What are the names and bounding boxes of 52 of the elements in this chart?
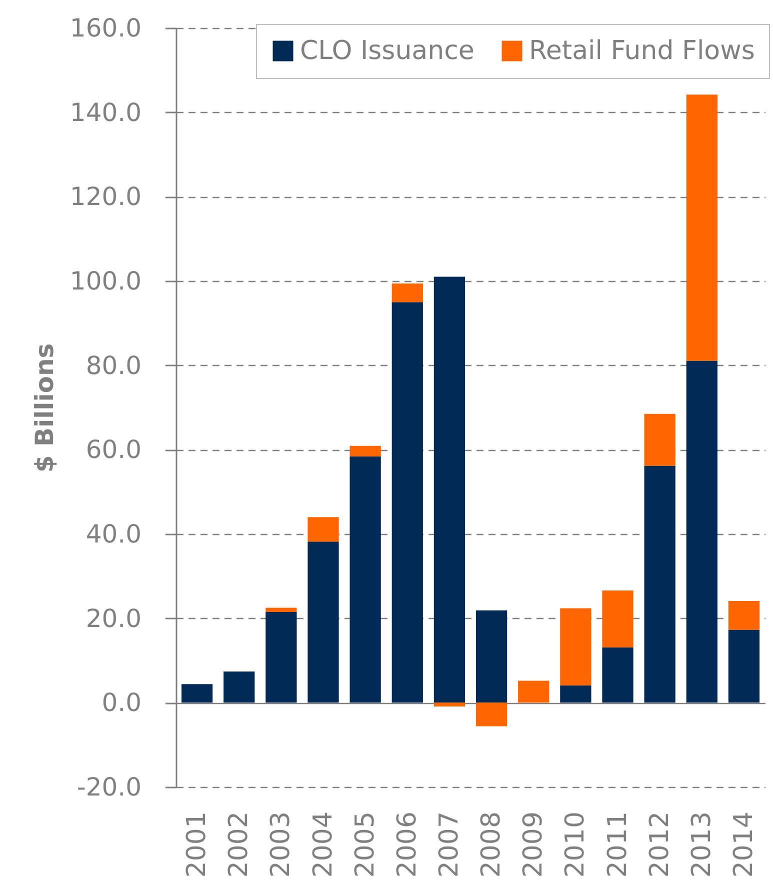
bar: [266, 608, 297, 612]
bar: [224, 671, 255, 703]
x-tick-label: 2007: [434, 812, 464, 878]
bar: [181, 684, 213, 703]
y-tick-label: -20.0: [76, 772, 142, 802]
x-tick-label: 2011: [602, 812, 633, 878]
bar: [392, 284, 423, 302]
x-tick-label: 2012: [644, 812, 675, 878]
x-tick-label: 2005: [350, 812, 380, 878]
bar: [476, 702, 508, 726]
y-tick-label: 100.0: [70, 266, 142, 296]
legend-label: CLO Issuance: [300, 36, 474, 66]
y-tick-label: 140.0: [70, 98, 142, 127]
x-tick-label: 2008: [476, 812, 507, 878]
x-tick-label: 2009: [518, 812, 549, 878]
bar: [392, 302, 423, 703]
legend-label: Retail Fund Flows: [529, 36, 755, 66]
y-tick-label: 40.0: [86, 520, 142, 548]
x-tick-label: 2004: [308, 812, 338, 878]
bar: [602, 590, 634, 648]
bar: [266, 612, 297, 703]
bar: [476, 610, 508, 703]
bar: [434, 276, 466, 703]
bar: [434, 702, 466, 706]
bar: [686, 360, 718, 703]
y-tick-label: 0.0: [102, 688, 142, 718]
bar: [602, 647, 634, 703]
bar: [728, 601, 760, 630]
x-tick-label: 2002: [224, 812, 254, 878]
x-tick-label: 2003: [266, 812, 296, 878]
bar: [518, 680, 550, 703]
bar: [308, 542, 339, 703]
bar: [350, 456, 381, 703]
x-tick-label: 2013: [686, 812, 717, 878]
x-tick-label: 2014: [728, 812, 759, 878]
x-tick-label: 2001: [182, 812, 212, 878]
x-tick-label: 2010: [560, 812, 591, 878]
bar: [560, 608, 592, 686]
bar: [644, 466, 676, 703]
bar: [644, 414, 676, 466]
bar: [560, 685, 592, 703]
y-axis-title: $ Billions: [30, 343, 59, 473]
y-tick-label: 120.0: [70, 182, 142, 212]
y-tick-label: 160.0: [70, 14, 142, 42]
y-tick-label: 20.0: [86, 604, 142, 633]
y-tick-label: 60.0: [86, 435, 142, 464]
bar: [350, 446, 381, 456]
bar: [308, 517, 339, 542]
x-tick-label: 2006: [392, 812, 422, 878]
bar: [686, 94, 718, 361]
bar: [728, 630, 760, 703]
y-tick-label: 80.0: [86, 350, 142, 380]
